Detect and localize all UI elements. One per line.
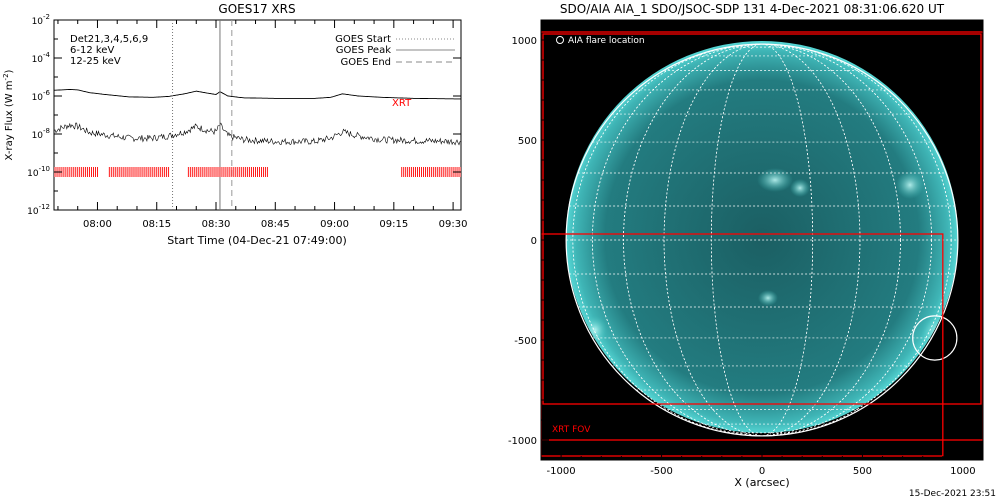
goes-plot-frame bbox=[53, 19, 462, 211]
aia-y-tick-label: 500 bbox=[518, 136, 537, 147]
goes-y-axis-label: X-ray Flux (W m-2) bbox=[2, 69, 15, 160]
solar-disk bbox=[566, 41, 958, 433]
aia-x-tick-label: 500 bbox=[853, 466, 872, 477]
goes-x-tick-label: 09:30 bbox=[439, 219, 468, 230]
aia-x-tick-label: 1000 bbox=[950, 466, 975, 477]
footer-timestamp: 15-Dec-2021 23:51 bbox=[909, 489, 996, 499]
xrt-fov-label: XRT FOV bbox=[552, 425, 591, 435]
goes-y-tick-label: 10-4 bbox=[32, 51, 51, 65]
goes-y-tick-label: 10-8 bbox=[32, 127, 50, 141]
goes-y-tick-label: 10-2 bbox=[32, 13, 50, 27]
detector-label: Det21,3,4,5,6,9 bbox=[70, 34, 148, 45]
aia-y-tick-label: 1000 bbox=[512, 36, 537, 47]
goes-x-tick-label: 08:45 bbox=[261, 219, 290, 230]
goes-xrs-panel: GOES17 XRS 10-2 10-4 10-6 10-8 10-10 10-12 08:… bbox=[2, 2, 468, 247]
legend-label-peak: GOES Peak bbox=[336, 45, 391, 56]
aia-title: SDO/AIA AIA_1 SDO/JSOC-SDP 131 4-Dec-202… bbox=[560, 2, 945, 16]
flare-legend-label: AIA flare location bbox=[568, 36, 645, 46]
aia-y-tick-label: 0 bbox=[531, 236, 537, 247]
aia-x-tick-label: -1000 bbox=[547, 466, 576, 477]
aia-x-axis-label: X (arcsec) bbox=[734, 476, 789, 489]
aia-x-tick-label: 0 bbox=[759, 466, 765, 477]
goes-y-tick-label: 10-12 bbox=[27, 203, 50, 217]
high-energy-label: 12-25 keV bbox=[70, 56, 121, 67]
legend-label-end: GOES End bbox=[341, 57, 391, 68]
aia-image-panel: SDO/AIA AIA_1 SDO/JSOC-SDP 131 4-Dec-202… bbox=[508, 2, 984, 489]
goes-legend: GOES Start GOES Peak GOES End bbox=[335, 34, 455, 68]
aia-axes: -1000 -500 0 500 1000 1000 500 0 -500 -1000 bbox=[508, 36, 976, 477]
active-region-center bbox=[758, 290, 778, 306]
goes-x-axis-label: Start Time (04-Dec-21 07:49:00) bbox=[167, 234, 347, 247]
flare-location-circle bbox=[912, 315, 958, 361]
active-region-east-limb bbox=[896, 171, 924, 199]
active-region-north-2 bbox=[790, 179, 810, 197]
goes-title: GOES17 XRS bbox=[218, 2, 295, 16]
goes-x-tick-label: 08:15 bbox=[142, 219, 171, 230]
aia-x-tick-label: -500 bbox=[650, 466, 673, 477]
goes-plot-area bbox=[54, 20, 461, 210]
active-region-north bbox=[757, 168, 793, 192]
goes-flux-long bbox=[54, 89, 461, 100]
goes-x-tick-label: 08:30 bbox=[202, 219, 231, 230]
xrt-fov-box bbox=[541, 31, 983, 441]
aia-y-tick-label: -500 bbox=[514, 336, 537, 347]
goes-flux-short bbox=[54, 122, 461, 146]
xrt-fov-box bbox=[542, 33, 982, 405]
legend-label-start: GOES Start bbox=[335, 34, 391, 45]
flare-legend-symbol bbox=[556, 36, 564, 44]
low-energy-label: 6-12 keV bbox=[70, 45, 114, 56]
goes-axes: 10-2 10-4 10-6 10-8 10-10 10-12 08:00 08:15 08:3… bbox=[27, 13, 467, 230]
goes-y-tick-label: 10-10 bbox=[27, 165, 50, 179]
goes-y-tick-label: 10-6 bbox=[32, 89, 51, 103]
aia-y-tick-label: -1000 bbox=[508, 436, 537, 447]
goes-x-tick-label: 09:00 bbox=[320, 219, 349, 230]
heliographic-grid bbox=[565, 43, 959, 437]
goes-x-tick-label: 08:00 bbox=[83, 219, 112, 230]
xrt-annotation: XRT bbox=[392, 98, 412, 109]
goes-x-tick-label: 09:15 bbox=[379, 219, 408, 230]
solar-limb bbox=[565, 43, 959, 437]
